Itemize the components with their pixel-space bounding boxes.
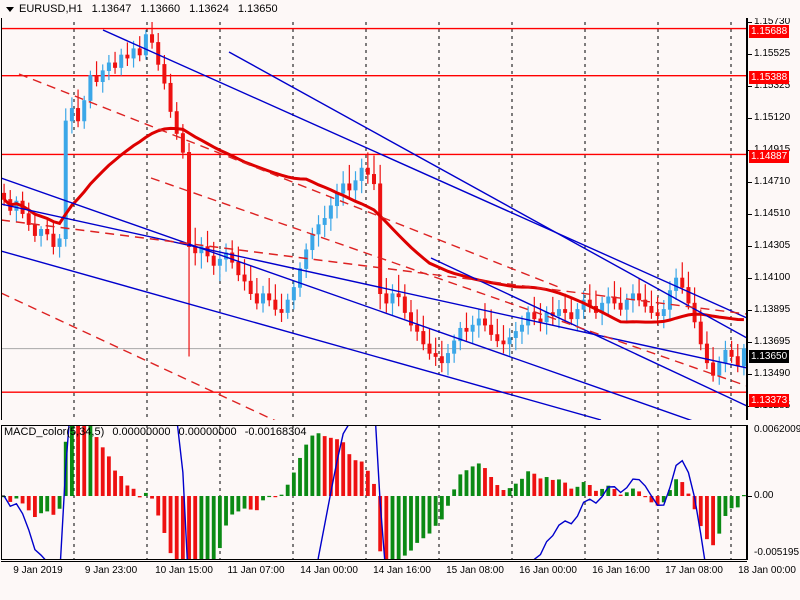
macd-tick: -0.005195 [748,547,799,559]
price-tick: 1.13895 [748,304,790,316]
price-tick: 1.15120 [748,112,790,124]
tick-label: 1.15325 [754,80,791,91]
price-tick: 1.14710 [748,176,790,188]
price-chart-pane[interactable] [1,8,747,420]
price-level-tag: 1.13373 [749,394,790,407]
tick-label: 1.14100 [754,272,791,283]
price-tick: 1.15525 [748,48,790,60]
price-chart-canvas [1,8,747,420]
tick-mark [748,85,752,87]
time-axis-label: 10 Jan 15:00 [155,565,213,576]
macd-value-main: 0.00000000 [112,426,171,438]
price-tick: 1.13490 [748,368,790,380]
price-level-tag: 1.14887 [749,150,790,163]
tick-label: 1.13490 [754,368,791,379]
tick-mark [748,553,752,554]
tick-mark [748,21,752,23]
price-tick: 1.14510 [748,208,790,220]
tick-label: 1.14305 [754,240,791,251]
chevron-down-icon[interactable] [3,0,17,18]
tick-mark [748,277,752,279]
quote-bar: EURUSD,H1 1.13647 1.13660 1.13624 1.1365… [0,0,800,18]
tick-label: 1.15730 [754,16,791,27]
time-axis-label: 18 Jan 00:00 [738,565,796,576]
price-tick: 1.14305 [748,240,790,252]
time-axis-label: 9 Jan 2019 [13,565,63,576]
tick-label: 1.13895 [754,304,791,315]
quote-low: 1.13624 [189,3,229,15]
tick-mark [748,341,752,343]
macd-value-signal: 0.00000000 [178,426,237,438]
time-axis-label: 14 Jan 16:00 [373,565,431,576]
tick-label: -0.005195 [754,547,800,558]
tick-mark [748,53,752,55]
tick-label: 1.15120 [754,112,791,123]
current-price-tag: 1.13650 [749,350,790,363]
price-tick: 1.14100 [748,272,790,284]
tick-label: 0.00 [754,490,774,501]
tick-mark [748,495,752,497]
tick-label: 1.13695 [754,336,791,347]
tick-mark [748,213,752,215]
macd-tick: 0.0062009 [748,424,800,436]
tick-mark [748,245,752,247]
price-tick: 1.13695 [748,336,790,348]
tick-label: 0.0062009 [754,424,800,435]
macd-chart-canvas [1,425,746,560]
tick-mark [748,430,752,431]
price-tick: 1.15325 [748,80,790,92]
time-axis[interactable]: 9 Jan 2019 9 Jan 23:00 10 Jan 15:00 11 Jan … [1,561,796,582]
time-axis-label: 9 Jan 23:00 [84,565,138,576]
tick-mark [748,117,752,119]
macd-axis[interactable]: 0.0062009 0.00 -0.005195 [747,424,800,560]
symbol-label[interactable]: EURUSD,H1 [19,3,83,15]
price-level-tag: 1.15688 [749,25,790,38]
time-axis-label: 15 Jan 08:00 [446,565,504,576]
time-axis-label: 16 Jan 16:00 [592,565,650,576]
tick-mark [748,181,752,183]
price-level-tag: 1.15388 [749,71,790,84]
macd-indicator-pane[interactable] [1,425,747,560]
tick-label: 1.14510 [754,208,791,219]
quote-close: 1.13650 [237,3,278,15]
macd-indicator-label: MACD_color(5,34,5) 0.00000000 0.00000000… [4,426,311,438]
tick-label: 1.14710 [754,176,791,187]
tick-mark [748,309,752,311]
macd-name: MACD_color(5,34,5) [4,426,105,438]
quote-high: 1.13660 [140,3,181,15]
time-axis-label: 14 Jan 00:00 [300,565,358,576]
price-axis[interactable]: 1.15730 1.15525 1.15325 1.15120 1.14915 1.147… [747,8,800,420]
tick-label: 1.15525 [754,48,791,59]
macd-tick: 0.00 [748,490,773,502]
time-axis-label: 11 Jan 07:00 [227,565,285,576]
tick-mark [748,373,752,375]
time-axis-label: 16 Jan 00:00 [519,565,577,576]
price-tick: 1.15730 [748,16,790,28]
quote-open: 1.13647 [91,3,132,15]
tick-label: 1.14915 [754,144,790,155]
time-axis-label: 17 Jan 08:00 [665,565,723,576]
macd-value-hist: -0.00168304 [244,426,307,438]
